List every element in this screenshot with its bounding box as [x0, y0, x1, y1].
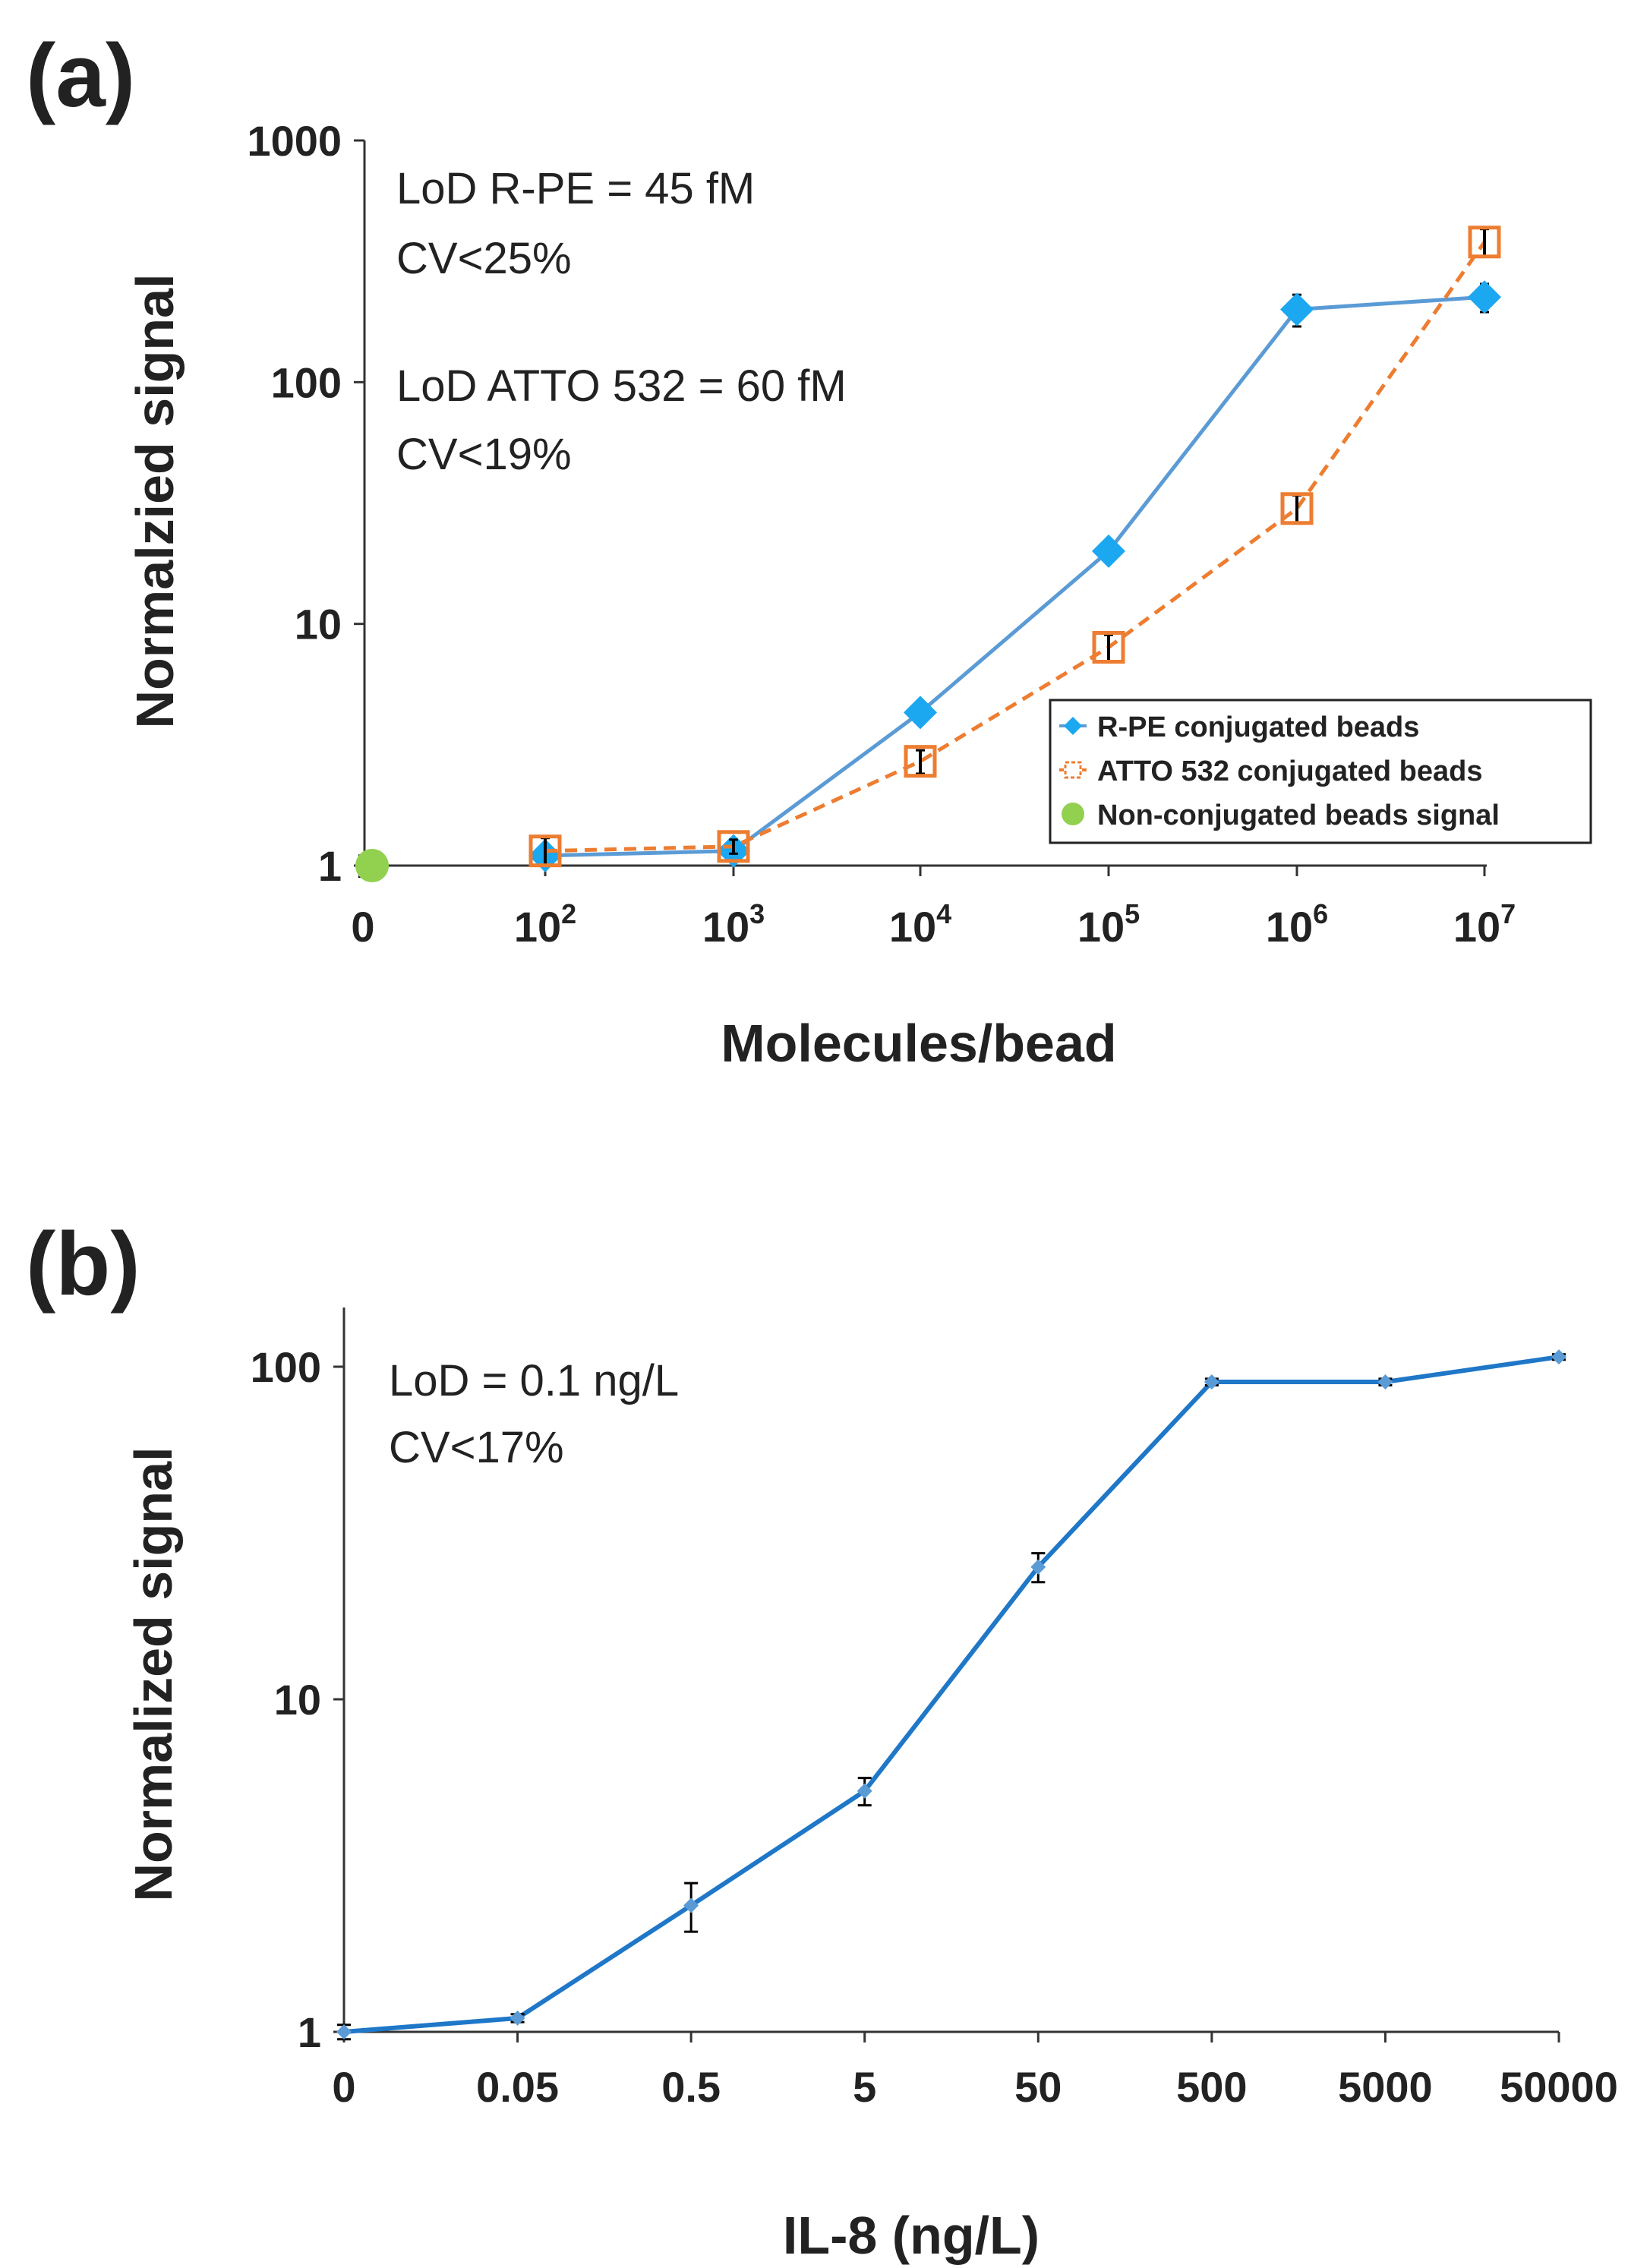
x-tick-label-a: 102: [514, 898, 576, 951]
data-point-diamond: [1280, 292, 1314, 326]
legend-label: Non-conjugated beads signal: [1097, 800, 1500, 831]
annotation-cv-il8: CV<17%: [389, 1423, 564, 1472]
annotation-lod-il8: LoD = 0.1 ng/L: [389, 1356, 679, 1405]
panel-b: (b) Normalized signal IL-8 (ng/L) LoD = …: [26, 1214, 1618, 2265]
y-tick-label-a: 10: [295, 601, 342, 648]
series-line-1: [544, 241, 1487, 853]
x-tick-label-a: 107: [1453, 898, 1516, 951]
x-tick-label-b: 5000: [1338, 2063, 1433, 2111]
annotation-lod-rpe: LoD R-PE = 45 fM: [396, 164, 755, 213]
data-point-diamond: [336, 2024, 352, 2039]
data-point-square: [528, 834, 562, 868]
x-tick-label-b: 0.05: [476, 2063, 559, 2111]
series-line-b: [343, 1355, 1560, 2034]
panel-a: (a) Normalzied signal Molecules/bead LoD…: [26, 26, 1592, 1073]
panel-label-b: (b): [26, 1214, 140, 1314]
data-point-diamond: [857, 1783, 872, 1799]
legend-marker-square: [1064, 761, 1082, 779]
legend-marker-circle: [1062, 803, 1084, 825]
legend-label: ATTO 532 conjugated beads: [1097, 755, 1483, 787]
x-tick-label-a: 106: [1266, 898, 1328, 951]
data-point-diamond: [1030, 1559, 1046, 1575]
series-line-0: [544, 295, 1485, 858]
data-point-diamond: [683, 1897, 699, 1913]
annotation-cv-atto: CV<19%: [396, 430, 572, 479]
legend-box: [1049, 699, 1592, 844]
x-axis-title-b: IL-8 (ng/L): [783, 2206, 1040, 2265]
y-tick-label-a: 1000: [247, 117, 342, 165]
x-tick-label-b: 0: [332, 2063, 355, 2111]
data-point-diamond: [904, 696, 937, 730]
x-tick-label-a: 104: [889, 898, 951, 951]
x-axis-title-a: Molecules/bead: [721, 1014, 1116, 1073]
x-tick-label-b: 5: [853, 2063, 876, 2111]
legend-label: R-PE conjugated beads: [1097, 711, 1419, 743]
data-point-square: [717, 830, 750, 863]
legend-marker-diamond: [1064, 717, 1082, 735]
data-point-square: [1092, 631, 1125, 664]
y-axis-title-a: Normalzied signal: [125, 273, 185, 728]
x-tick-label-b: 0.5: [661, 2063, 721, 2111]
y-tick-label-a: 1: [318, 842, 342, 890]
y-tick-label-a: 100: [271, 358, 342, 406]
annotation-cv-rpe: CV<25%: [396, 234, 572, 283]
x-tick-label-b: 500: [1176, 2063, 1247, 2111]
x-tick-label-a: 103: [702, 898, 765, 951]
data-point-square: [1468, 226, 1501, 259]
marks-b: [336, 1349, 1566, 2041]
y-axis-title-b: Normalized signal: [124, 1446, 183, 1901]
x-tick-label-b: 50: [1014, 2063, 1062, 2111]
y-tick-label-b: 1: [298, 2008, 321, 2056]
marks-a: [355, 226, 1501, 882]
data-point-diamond: [1092, 534, 1125, 568]
data-point-diamond: [510, 2010, 525, 2026]
legend-a: R-PE conjugated beads ATTO 532 conjugated…: [1049, 699, 1592, 844]
data-point-diamond: [1204, 1374, 1219, 1390]
panel-label-a: (a): [26, 26, 135, 126]
y-tick-label-b: 100: [251, 1343, 321, 1391]
x-tick-label-a: 0: [351, 903, 374, 951]
data-point-diamond: [1551, 1349, 1566, 1365]
y-tick-label-b: 10: [274, 1676, 321, 1724]
axes-a: 1 10 100 1000 0 102 103 104 105 106 107: [247, 117, 1516, 951]
data-point-diamond: [1377, 1374, 1393, 1390]
x-tick-label-a: 105: [1077, 898, 1140, 951]
data-point-circle: [355, 849, 389, 882]
data-point-square: [904, 745, 937, 778]
data-point-square: [1280, 492, 1314, 525]
annotation-lod-atto: LoD ATTO 532 = 60 fM: [396, 361, 847, 411]
data-point-diamond: [1468, 280, 1501, 314]
x-tick-label-b: 50000: [1500, 2063, 1618, 2111]
